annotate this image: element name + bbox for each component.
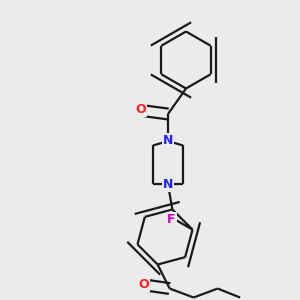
Text: N: N <box>163 134 173 148</box>
Text: O: O <box>136 103 146 116</box>
Text: O: O <box>138 278 148 290</box>
Text: F: F <box>167 213 176 226</box>
Text: N: N <box>163 178 173 191</box>
